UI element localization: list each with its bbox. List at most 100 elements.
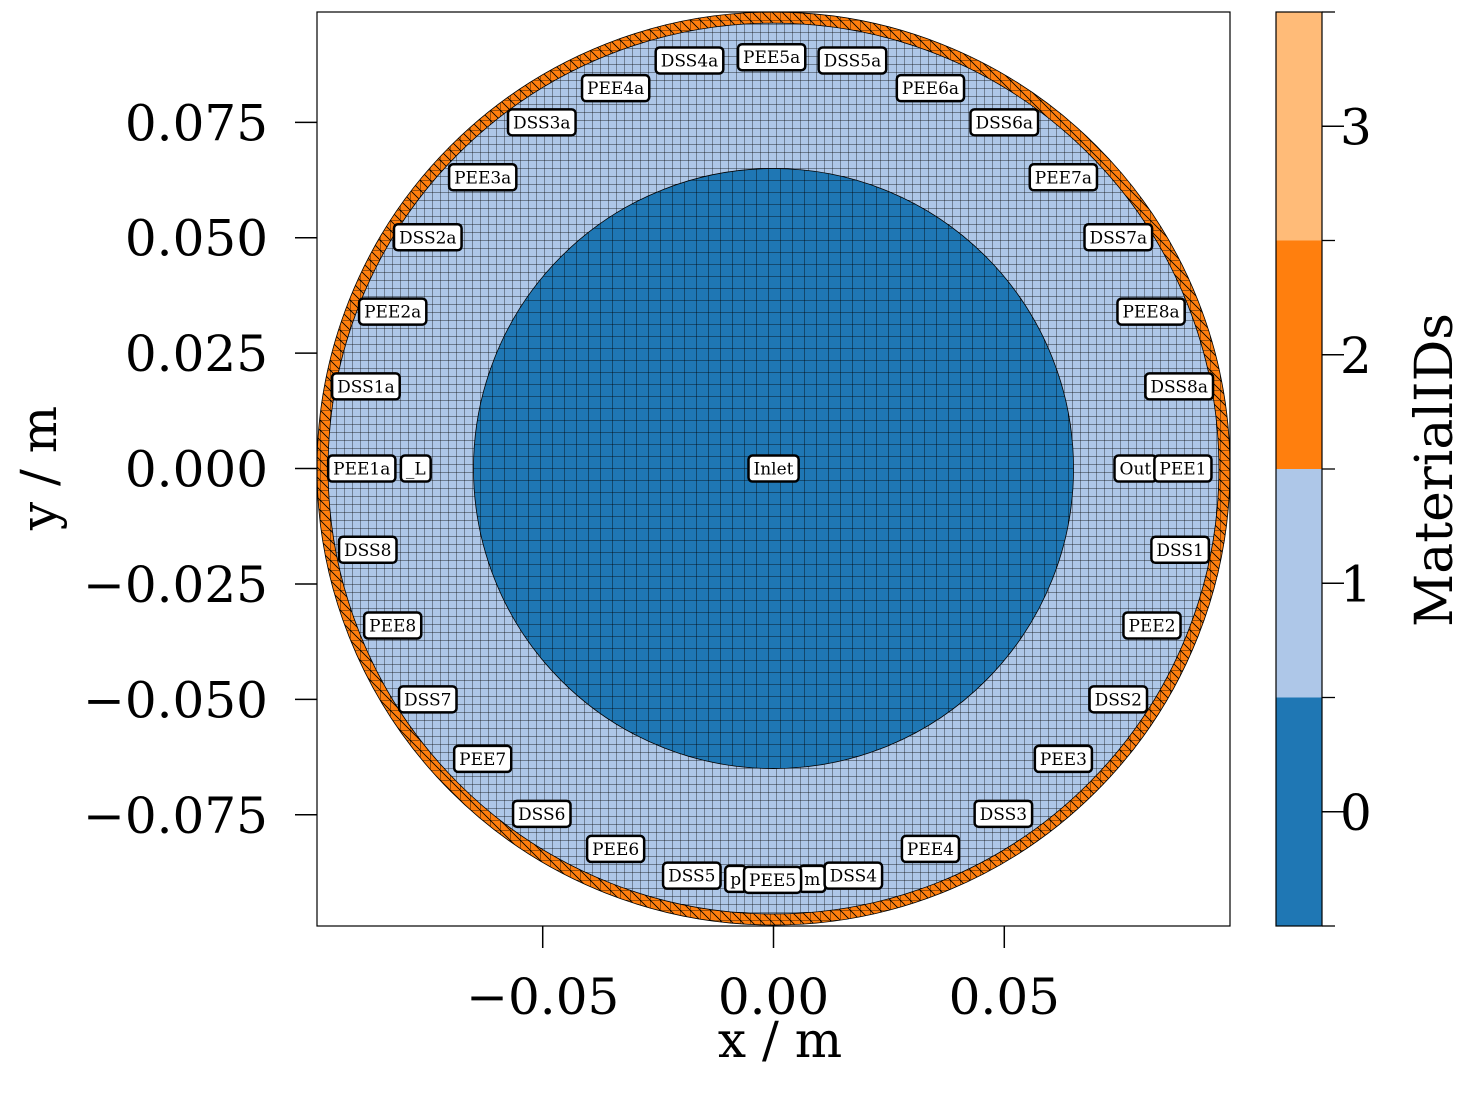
annotation: DSS4: [823, 861, 884, 890]
annotation-box: [1116, 297, 1186, 326]
annotation-box: [511, 799, 572, 829]
annotation: PEE2: [1122, 611, 1182, 640]
annotation-box: [742, 865, 803, 895]
annotation-box: [585, 834, 646, 864]
annotation-label: DSS2a: [399, 228, 457, 248]
annotation-label: DSS7: [404, 690, 451, 710]
colorbar-frame: [1275, 11, 1323, 927]
annotation-box: [1083, 223, 1154, 252]
annotation: DSS1: [1150, 535, 1211, 565]
annotation-label: PEE6a: [902, 79, 959, 99]
annotation: DSS3: [973, 799, 1034, 829]
y-tick-label: −0.075: [83, 787, 268, 845]
annotation-box: [357, 297, 428, 326]
x-tick-label: 0.00: [718, 968, 829, 1026]
annotation-label: PEE4: [907, 840, 954, 860]
annotation-label: DSS8: [344, 541, 391, 561]
annotation-label: DSS5a: [824, 51, 882, 71]
annotation-box: [1122, 611, 1182, 640]
annotation: PEE3a: [447, 163, 518, 192]
annotation-box: [654, 46, 725, 75]
colorbar-tick-label: 3: [1340, 98, 1372, 156]
annotation-label: DSS2: [1095, 690, 1142, 710]
annotation-box: [1028, 163, 1099, 192]
annotation-box: [1144, 372, 1215, 401]
annotation-box: [362, 611, 423, 640]
y-axis-label: y / m: [10, 406, 68, 531]
annotation-label: DSS5: [668, 867, 715, 887]
annotation-label: PEE2: [1128, 616, 1175, 636]
annotation-label: Inlet: [754, 460, 794, 480]
annotation: DSS8: [337, 535, 398, 565]
annotation-label: DSS6a: [975, 113, 1033, 133]
annotation: PEE7a: [1028, 163, 1099, 192]
annotation: PEE5: [742, 865, 803, 895]
annotation-label: DSS4a: [661, 51, 719, 71]
colorbar-segment: [1276, 469, 1322, 698]
annotation: DSS1a: [330, 372, 401, 401]
y-tick-label: −0.050: [83, 671, 268, 729]
annotation: DSS7a: [1083, 223, 1154, 252]
annotation: DSS7: [397, 685, 458, 714]
annotation-label: DSS4: [830, 867, 877, 887]
annotation: PEE4: [900, 834, 961, 864]
annotation: DSS5a: [817, 46, 888, 75]
annotation-box: [452, 744, 513, 774]
colorbar-segment: [1276, 12, 1322, 241]
annotation-box: [736, 42, 807, 72]
annotation-label: PEE3a: [454, 168, 511, 188]
annotation-label: PEE7: [459, 750, 506, 770]
annotation: PEE5a: [736, 42, 807, 72]
annotation: Inlet: [747, 454, 800, 483]
annotation-label: PEE7a: [1035, 168, 1092, 188]
annotation-box: [973, 799, 1034, 829]
colorbar-tick-label: 0: [1340, 784, 1372, 842]
annotation-box: [399, 454, 432, 483]
annotation-box: [823, 861, 884, 890]
annotation-box: [895, 73, 966, 103]
colorbar-segment: [1276, 240, 1322, 469]
annotation-box: [1088, 685, 1149, 714]
x-axis-label: x / m: [718, 1011, 842, 1069]
annotation-label: DSS3a: [513, 113, 571, 133]
annotation-label: DSS1a: [337, 377, 395, 397]
annotation-label: PEE8: [369, 616, 416, 636]
colorbar-label: MaterialIDs: [1405, 313, 1465, 627]
annotation-box: [392, 223, 463, 252]
annotation: DSS8a: [1144, 372, 1215, 401]
annotation-label: Out: [1120, 460, 1152, 480]
y-tick-label: 0.000: [125, 441, 268, 499]
x-tick-label: −0.05: [466, 968, 619, 1026]
annotation-box: [969, 108, 1040, 137]
annotation: DSS2: [1088, 685, 1149, 714]
annotation-label: PEE4a: [587, 79, 644, 99]
annotation-label: PEE1a: [333, 460, 390, 480]
annotation-box: [1153, 454, 1213, 483]
annotation-label: DSS1: [1156, 541, 1203, 561]
annotation-label: DSS7a: [1090, 228, 1148, 248]
colorbar-tick-label: 1: [1340, 555, 1372, 613]
annotation-label: PEE5: [749, 871, 796, 891]
annotation-box: [337, 535, 398, 565]
y-tick-label: 0.075: [125, 94, 268, 152]
annotation: PEE8: [362, 611, 423, 640]
annotation-box: [580, 73, 651, 103]
annotation: _L: [399, 454, 432, 483]
annotation: DSS6a: [969, 108, 1040, 137]
annotations: _L Out p m DSS4a PEE5a DSS5a PEE4a PEE6a DSS3a DSS…: [326, 42, 1215, 895]
annotation: PEE1: [1153, 454, 1213, 483]
annotation-box: [1033, 744, 1094, 774]
annotation: PEE6a: [895, 73, 966, 103]
annotation-label: DSS6: [518, 805, 565, 825]
annotation: PEE4a: [580, 73, 651, 103]
annotation-label: PEE5a: [743, 48, 800, 68]
annotation: PEE8a: [1116, 297, 1186, 326]
annotation: DSS6: [511, 799, 572, 829]
annotation-box: [747, 454, 800, 483]
annotation-box: [1150, 535, 1211, 565]
annotation-box: [817, 46, 888, 75]
annotation-label: m: [804, 870, 820, 890]
annotation-label: p: [730, 870, 741, 890]
annotation-label: PEE8a: [1122, 303, 1179, 323]
